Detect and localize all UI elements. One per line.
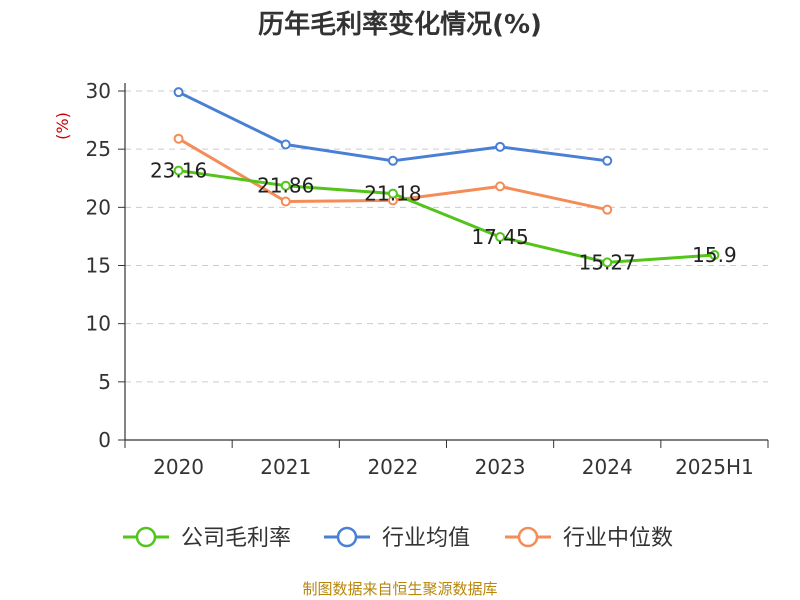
data-point[interactable]: [387, 188, 398, 199]
data-label: 21.18: [364, 182, 421, 206]
data-point[interactable]: [495, 231, 506, 242]
data-point[interactable]: [602, 204, 613, 215]
data-point[interactable]: [387, 155, 398, 166]
data-point[interactable]: [280, 180, 291, 191]
y-tick-label: 10: [86, 312, 111, 336]
legend-marker: [135, 526, 157, 548]
y-tick-label: 25: [86, 137, 111, 161]
data-point[interactable]: [495, 181, 506, 192]
data-point[interactable]: [173, 165, 184, 176]
data-point[interactable]: [280, 196, 291, 207]
x-tick-label: 2025H1: [675, 455, 754, 479]
y-tick-label: 30: [86, 79, 111, 103]
data-point[interactable]: [602, 257, 613, 268]
chart-title: 历年毛利率变化情况(%): [258, 9, 542, 40]
data-point[interactable]: [173, 133, 184, 144]
data-label: 23.16: [150, 159, 207, 183]
data-labels: 23.16 21.86 21.18 17.45 15.27 15.9: [150, 159, 737, 275]
legend-label: 公司毛利率: [181, 526, 291, 551]
data-point[interactable]: [280, 139, 291, 150]
data-label: 21.86: [257, 174, 314, 198]
y-axis-unit: (%): [53, 112, 72, 140]
legend-item-1[interactable]: 行业均值: [324, 526, 470, 551]
data-point[interactable]: [495, 141, 506, 152]
data-point[interactable]: [709, 250, 720, 261]
y-tick-label: 0: [98, 428, 111, 452]
legend-marker: [517, 526, 539, 548]
axes: 0 5 10 15 20 25 30 2020 2021 2022 2023 2024 2025H1: [86, 79, 769, 479]
legend-item-0[interactable]: 公司毛利率: [123, 526, 291, 551]
x-tick-label: 2020: [153, 455, 204, 479]
x-tick-label: 2022: [367, 455, 418, 479]
x-tick-label: 2024: [582, 455, 633, 479]
source-note: 制图数据来自恒生聚源数据库: [302, 580, 497, 598]
legend-item-2[interactable]: 行业中位数: [505, 526, 673, 551]
data-label: 17.45: [471, 225, 528, 249]
y-tick-label: 5: [98, 370, 111, 394]
legend-marker: [336, 526, 358, 548]
x-tick-label: 2023: [475, 455, 526, 479]
data-label: 15.9: [692, 243, 737, 267]
data-label: 15.27: [579, 250, 636, 274]
y-tick-label: 15: [86, 254, 111, 278]
data-point[interactable]: [173, 87, 184, 98]
legend-label: 行业均值: [382, 526, 470, 551]
series-line-0: [178, 169, 715, 264]
x-tick-label: 2021: [260, 455, 311, 479]
series-group: [173, 87, 720, 268]
y-tick-label: 20: [86, 195, 111, 219]
data-point[interactable]: [602, 155, 613, 166]
grid-lines: [125, 90, 768, 383]
series-line-1: [177, 90, 608, 163]
legend-label: 行业中位数: [563, 526, 673, 551]
legend[interactable]: 公司毛利率 行业均值 行业中位数: [123, 526, 673, 551]
